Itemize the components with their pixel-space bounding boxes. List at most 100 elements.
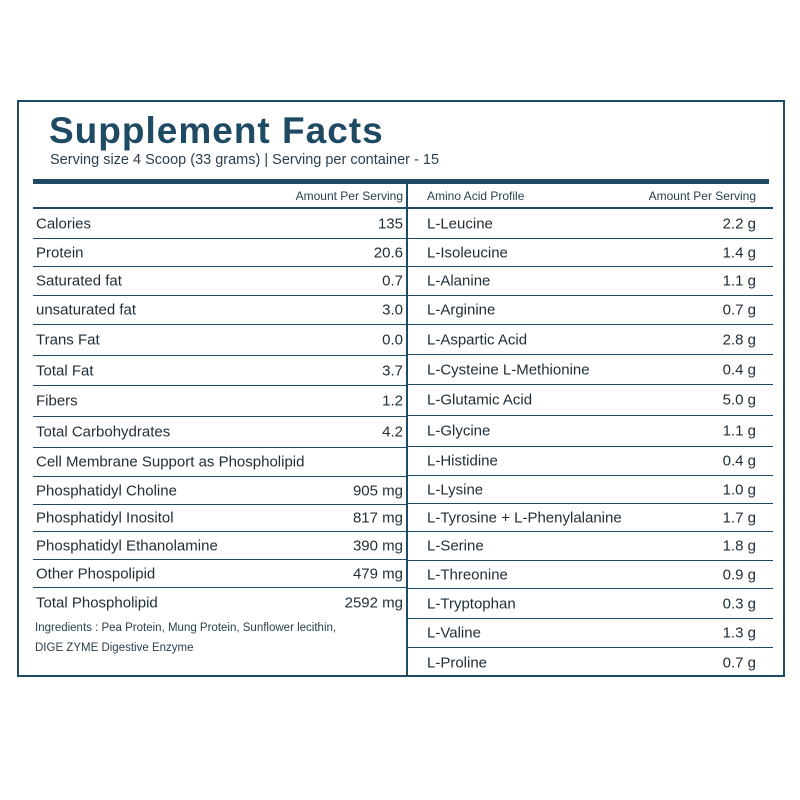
row-label: Protein — [36, 244, 84, 261]
row-label: Calories — [36, 215, 92, 232]
row-label: L-Aspartic Acid — [427, 331, 528, 348]
table-row: L-Leucine 2.2 g — [408, 209, 773, 239]
row-value: 1.7 g — [722, 509, 756, 526]
supplement-facts-panel: Supplement Facts Serving size 4 Scoop (3… — [17, 100, 785, 677]
ingredients-block: Ingredients : Pea Protein, Mung Protein,… — [33, 618, 406, 678]
table-row: Trans Fat 0.0 — [33, 325, 406, 356]
table-row: L-Alanine 1.1 g — [408, 267, 773, 296]
row-value: 0.7 g — [722, 301, 756, 319]
amino-rows: L-Leucine 2.2 g L-Isoleucine 1.4 g L-Alanine… — [408, 209, 773, 677]
row-value: 1.8 g — [722, 537, 756, 555]
ingredients-line-1: Ingredients : Pea Protein, Mung Protein,… — [35, 622, 337, 634]
nutrition-column: Amount Per Serving Calories 135 Protein 20.… — [33, 184, 406, 678]
row-label: L-Isoleucine — [427, 244, 508, 261]
table-row: Cell Membrane Support as Phospholipid — [33, 448, 406, 477]
table-row: Total Carbohydrates 4.2 — [33, 417, 406, 448]
row-label: L-Leucine — [427, 215, 493, 232]
table-row: L-Cysteine L-Methionine 0.4 g — [408, 355, 773, 385]
row-label: Saturated fat — [36, 272, 122, 290]
row-value: 905 mg — [352, 482, 403, 499]
row-value: 1.3 g — [722, 624, 756, 642]
row-value: 817 mg — [352, 509, 403, 527]
row-value: 0.9 g — [722, 566, 756, 583]
row-value: 0.3 g — [722, 595, 756, 612]
table-row: L-Tryptophan 0.3 g — [408, 589, 773, 619]
ingredients-line-2: DIGE ZYME Digestive Enzyme — [35, 642, 194, 654]
table-row: Phosphatidyl Ethanolamine 390 mg — [33, 532, 406, 560]
row-label: Phosphatidyl Choline — [36, 482, 177, 499]
row-value: 0.7 g — [722, 654, 756, 671]
row-label: Total Phospholipid — [36, 594, 158, 612]
table-row: L-Lysine 1.0 g — [408, 476, 773, 504]
thick-divider — [33, 179, 769, 184]
table-row: Phosphatidyl Choline 905 mg — [33, 477, 406, 505]
row-label: Total Carbohydrates — [36, 423, 171, 441]
row-label: L-Cysteine L-Methionine — [427, 361, 590, 378]
row-label: L-Arginine — [427, 301, 496, 319]
table-row: L-Valine 1.3 g — [408, 619, 773, 648]
table-row: Total Fat 3.7 — [33, 356, 406, 386]
table-row: Fibers 1.2 — [33, 386, 406, 417]
table-row: L-Arginine 0.7 g — [408, 296, 773, 325]
row-label: L-Threonine — [427, 566, 508, 583]
row-label: Phosphatidyl Ethanolamine — [36, 537, 218, 554]
row-value: 479 mg — [352, 565, 403, 582]
row-value: 0.0 — [382, 331, 403, 349]
table-row: L-Threonine 0.9 g — [408, 561, 773, 589]
table-row: L-Proline 0.7 g — [408, 648, 773, 677]
row-label: Phosphatidyl Inositol — [36, 509, 174, 527]
table-row: Saturated fat 0.7 — [33, 267, 406, 296]
row-label: L-Glutamic Acid — [427, 391, 533, 409]
table-row: L-Glutamic Acid 5.0 g — [408, 385, 773, 416]
row-label: unsaturated fat — [36, 301, 137, 319]
table-row: L-Aspartic Acid 2.8 g — [408, 325, 773, 355]
amino-amount-header: Amount Per Serving — [648, 189, 756, 203]
row-value: 390 mg — [352, 537, 403, 554]
row-label: L-Lysine — [427, 481, 484, 498]
table-row: L-Isoleucine 1.4 g — [408, 239, 773, 267]
row-value: 0.7 — [382, 272, 403, 290]
row-label: L-Histidine — [427, 452, 498, 470]
amino-acid-profile-header: Amino Acid Profile — [427, 189, 525, 203]
row-label: L-Valine — [427, 624, 481, 642]
row-label: L-Proline — [427, 654, 488, 671]
amount-per-serving-header: Amount Per Serving — [295, 189, 403, 203]
table-row: Calories 135 — [33, 209, 406, 239]
row-value: 2592 mg — [344, 594, 403, 612]
table-row: unsaturated fat 3.0 — [33, 296, 406, 325]
row-label: Cell Membrane Support as Phospholipid — [36, 453, 305, 471]
row-label: Total Fat — [36, 362, 94, 379]
page-title: Supplement Facts — [49, 110, 384, 151]
row-label: Other Phospolipid — [36, 565, 156, 582]
table-row: Protein 20.6 — [33, 239, 406, 267]
nutrition-header: Amount Per Serving — [33, 184, 406, 209]
row-label: L-Alanine — [427, 272, 491, 290]
row-label: L-Serine — [427, 537, 484, 555]
row-value: 0.4 g — [722, 452, 756, 470]
row-value: 3.0 — [382, 301, 403, 319]
row-label: L-Tryptophan — [427, 595, 516, 612]
amino-acid-column: Amino Acid Profile Amount Per Serving L-… — [406, 184, 773, 677]
row-value: 0.4 g — [722, 361, 756, 378]
row-label: Fibers — [36, 392, 78, 410]
row-value: 20.6 — [373, 244, 403, 261]
row-value: 4.2 — [382, 423, 403, 441]
row-value: 135 — [377, 215, 403, 232]
nutrition-rows: Calories 135 Protein 20.6 Saturated fat 0.7 un… — [33, 209, 406, 618]
table-row: L-Tyrosine + L-Phenylalanine 1.7 g — [408, 504, 773, 532]
row-value: 1.4 g — [722, 244, 756, 261]
row-value: 1.1 g — [722, 272, 756, 290]
amino-header: Amino Acid Profile Amount Per Serving — [408, 184, 773, 209]
table-row: L-Serine 1.8 g — [408, 532, 773, 561]
row-value: 3.7 — [382, 362, 403, 379]
serving-info: Serving size 4 Scoop (33 grams) | Servin… — [50, 152, 440, 168]
row-value: 1.1 g — [722, 422, 756, 440]
table-row: Total Phospholipid 2592 mg — [33, 588, 406, 618]
row-label: L-Glycine — [427, 422, 491, 440]
row-value: 1.2 — [382, 392, 403, 410]
row-value: 5.0 g — [722, 391, 756, 409]
table-row: L-Histidine 0.4 g — [408, 447, 773, 476]
table-row: L-Glycine 1.1 g — [408, 416, 773, 447]
row-label: L-Tyrosine + L-Phenylalanine — [427, 509, 622, 526]
table-row: Phosphatidyl Inositol 817 mg — [33, 505, 406, 532]
